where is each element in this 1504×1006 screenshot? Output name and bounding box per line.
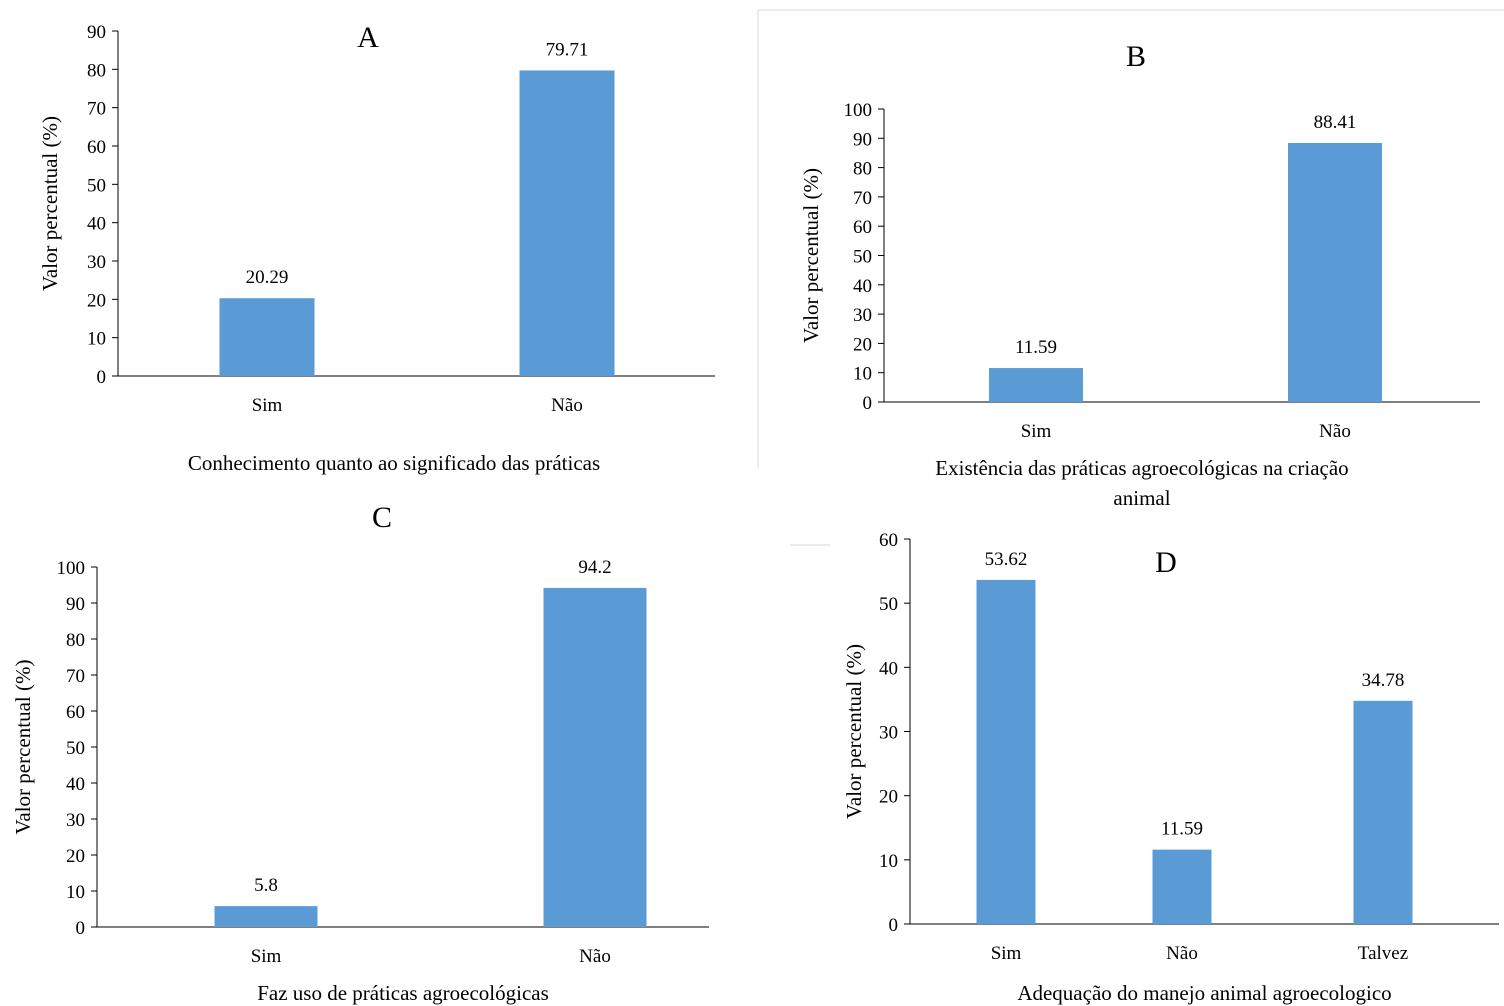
chart-panel-c: 0 10 20 30 40 50 60 70 80 90 100 5.8 Sim 94.2 Não Valor… bbox=[11, 501, 709, 1005]
y-tick-label: 60 bbox=[66, 702, 85, 723]
y-tick-label: 40 bbox=[66, 774, 85, 795]
x-tick-label: Não bbox=[551, 395, 583, 416]
y-tick-label: 20 bbox=[66, 846, 85, 867]
data-label: 5.8 bbox=[254, 875, 278, 896]
y-tick-label: 10 bbox=[66, 882, 85, 903]
panel-label: D bbox=[1155, 546, 1177, 579]
y-tick-label: 70 bbox=[853, 188, 872, 209]
y-tick-label: 30 bbox=[66, 810, 85, 831]
y-tick-label: 90 bbox=[853, 129, 872, 150]
bar-sim bbox=[989, 368, 1083, 402]
data-label: 34.78 bbox=[1362, 670, 1405, 691]
y-tick-label: 0 bbox=[97, 367, 107, 388]
data-label: 11.59 bbox=[1015, 337, 1057, 358]
x-axis-label: Existência das práticas agroecológicas n… bbox=[935, 456, 1348, 510]
y-tick-label: 0 bbox=[863, 393, 873, 414]
data-label: 88.41 bbox=[1314, 112, 1357, 133]
y-tick-label: 70 bbox=[66, 666, 85, 687]
y-tick-label: 50 bbox=[66, 738, 85, 759]
y-tick-label: 50 bbox=[853, 247, 872, 268]
bar-no bbox=[1152, 849, 1212, 924]
y-tick-label: 40 bbox=[87, 214, 106, 235]
chart-panel-b: 0 10 20 30 40 50 60 70 80 90 100 11.59 Sim 88.41 Não Va… bbox=[799, 40, 1480, 510]
y-tick-label: 30 bbox=[853, 305, 872, 326]
chart-panel-a: 0 10 20 30 40 50 60 70 80 90 20.29 Sim 79.71 Não Valor… bbox=[38, 21, 715, 475]
y-tick-label: 100 bbox=[844, 100, 873, 121]
y-tick-label: 20 bbox=[879, 787, 898, 808]
x-tick-label: Talvez bbox=[1358, 943, 1408, 964]
y-tick-label: 50 bbox=[87, 175, 106, 196]
y-tick-label: 40 bbox=[853, 276, 872, 297]
y-tick-label: 20 bbox=[853, 334, 872, 355]
y-tick-label: 70 bbox=[87, 99, 106, 120]
y-tick-label: 60 bbox=[879, 530, 898, 551]
panel-label: B bbox=[1126, 40, 1146, 73]
y-tick-label: 30 bbox=[879, 723, 898, 744]
y-tick-label: 80 bbox=[853, 159, 872, 180]
x-tick-label: Sim bbox=[252, 395, 283, 416]
bar-sim bbox=[976, 579, 1036, 924]
x-axis-label: Faz uso de práticas agroecológicas bbox=[257, 981, 549, 1005]
y-tick-label: 10 bbox=[87, 329, 106, 350]
bar-no bbox=[519, 70, 615, 376]
y-tick-label: 10 bbox=[853, 364, 872, 385]
y-tick-label: 90 bbox=[87, 22, 106, 43]
data-label: 53.62 bbox=[985, 549, 1028, 570]
y-tick-label: 10 bbox=[879, 851, 898, 872]
bar-talvez bbox=[1353, 700, 1413, 924]
data-label: 11.59 bbox=[1161, 819, 1203, 840]
y-tick-label: 60 bbox=[853, 217, 872, 238]
x-tick-label: Sim bbox=[991, 943, 1022, 964]
y-axis-label: Valor percentual (%) bbox=[38, 116, 62, 291]
data-label: 94.2 bbox=[578, 557, 611, 578]
panel-label: A bbox=[357, 21, 379, 54]
y-tick-label: 50 bbox=[879, 594, 898, 615]
y-tick-label: 60 bbox=[87, 137, 106, 158]
x-tick-label: Sim bbox=[1021, 421, 1052, 442]
bar-no bbox=[543, 587, 647, 927]
data-label: 79.71 bbox=[546, 39, 589, 60]
x-tick-label: Sim bbox=[251, 946, 282, 967]
x-axis-label: Adequação do manejo animal agroecologico bbox=[1017, 981, 1391, 1005]
y-axis-label: Valor percentual (%) bbox=[842, 644, 866, 819]
y-tick-label: 90 bbox=[66, 594, 85, 615]
bar-sim bbox=[219, 298, 315, 376]
y-tick-label: 0 bbox=[76, 918, 86, 939]
bar-sim bbox=[214, 906, 318, 927]
y-axis-label: Valor percentual (%) bbox=[11, 660, 35, 835]
bar-no bbox=[1288, 142, 1382, 403]
x-tick-label: Não bbox=[579, 946, 611, 967]
chart-panel-d: 0 10 20 30 40 50 60 53.62 Sim 11.59 Não 34.78 Talvez… bbox=[842, 530, 1499, 1005]
y-tick-label: 30 bbox=[87, 252, 106, 273]
y-tick-label: 80 bbox=[66, 630, 85, 651]
y-tick-label: 100 bbox=[57, 558, 86, 579]
x-tick-label: Não bbox=[1166, 943, 1198, 964]
y-tick-label: 0 bbox=[889, 915, 899, 936]
y-tick-label: 20 bbox=[87, 290, 106, 311]
panel-label: C bbox=[372, 501, 392, 534]
x-axis-label: Conhecimento quanto ao significado das p… bbox=[188, 451, 600, 475]
y-tick-label: 80 bbox=[87, 60, 106, 81]
y-tick-label: 40 bbox=[879, 658, 898, 679]
y-axis-label: Valor percentual (%) bbox=[799, 168, 823, 343]
x-tick-label: Não bbox=[1319, 421, 1351, 442]
data-label: 20.29 bbox=[246, 267, 289, 288]
